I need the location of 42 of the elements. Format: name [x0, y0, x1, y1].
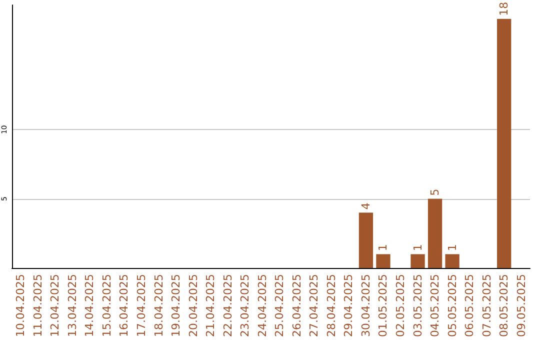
- bar: [358, 212, 374, 268]
- x-tick-label: 05.05.2025: [446, 274, 459, 338]
- bar: [428, 198, 442, 268]
- x-tick-label: 08.05.2025: [498, 274, 511, 338]
- x-tick-label: 06.05.2025: [463, 274, 476, 338]
- x-tick-label: 28.04.2025: [324, 274, 338, 338]
- x-tick-label: 12.04.2025: [48, 274, 62, 338]
- x-tick-label: 09.05.2025: [514, 274, 528, 338]
- x-tick-label: 30.04.2025: [359, 274, 372, 338]
- data-label: 18: [498, 2, 511, 16]
- x-tick-label: 16.04.2025: [118, 274, 131, 338]
- x-tick-label: 20.04.2025: [186, 274, 200, 338]
- bar: [376, 254, 390, 268]
- x-tick-label: 01.05.2025: [376, 274, 390, 338]
- x-tick-label: 29.04.2025: [342, 274, 356, 338]
- data-label: 1: [446, 244, 459, 252]
- x-tick-label: 25.04.2025: [273, 274, 286, 338]
- x-tick-label: 03.05.2025: [411, 274, 424, 338]
- x-tick-label: 04.05.2025: [428, 274, 442, 338]
- data-label: 1: [411, 244, 424, 252]
- data-label: 4: [359, 202, 372, 210]
- x-tick-label: 22.04.2025: [221, 274, 234, 338]
- x-tick-label: 18.04.2025: [152, 274, 166, 338]
- data-label: 5: [428, 188, 442, 196]
- x-tick-label: 17.04.2025: [135, 274, 148, 338]
- x-tick-label: 19.04.2025: [170, 274, 183, 338]
- bar: [410, 254, 425, 268]
- x-tick-label: 02.05.2025: [394, 274, 407, 338]
- x-tick-label: 13.04.2025: [66, 274, 79, 338]
- x-tick-label: 14.04.2025: [83, 274, 96, 338]
- x-tick-label: 21.04.2025: [204, 274, 218, 338]
- data-label: 1: [376, 244, 390, 252]
- bar: [445, 254, 460, 268]
- x-tick-label: 10.04.2025: [14, 274, 28, 338]
- x-tick-label: 24.04.2025: [256, 274, 269, 338]
- x-tick-label: 26.04.2025: [290, 274, 304, 338]
- x-tick-label: 23.04.2025: [238, 274, 252, 338]
- x-tick-label: 27.04.2025: [308, 274, 321, 338]
- x-tick-label: 07.05.2025: [480, 274, 494, 338]
- x-tick-label: 15.04.2025: [100, 274, 114, 338]
- bar: [497, 18, 512, 268]
- x-tick-label: 11.04.2025: [31, 274, 44, 338]
